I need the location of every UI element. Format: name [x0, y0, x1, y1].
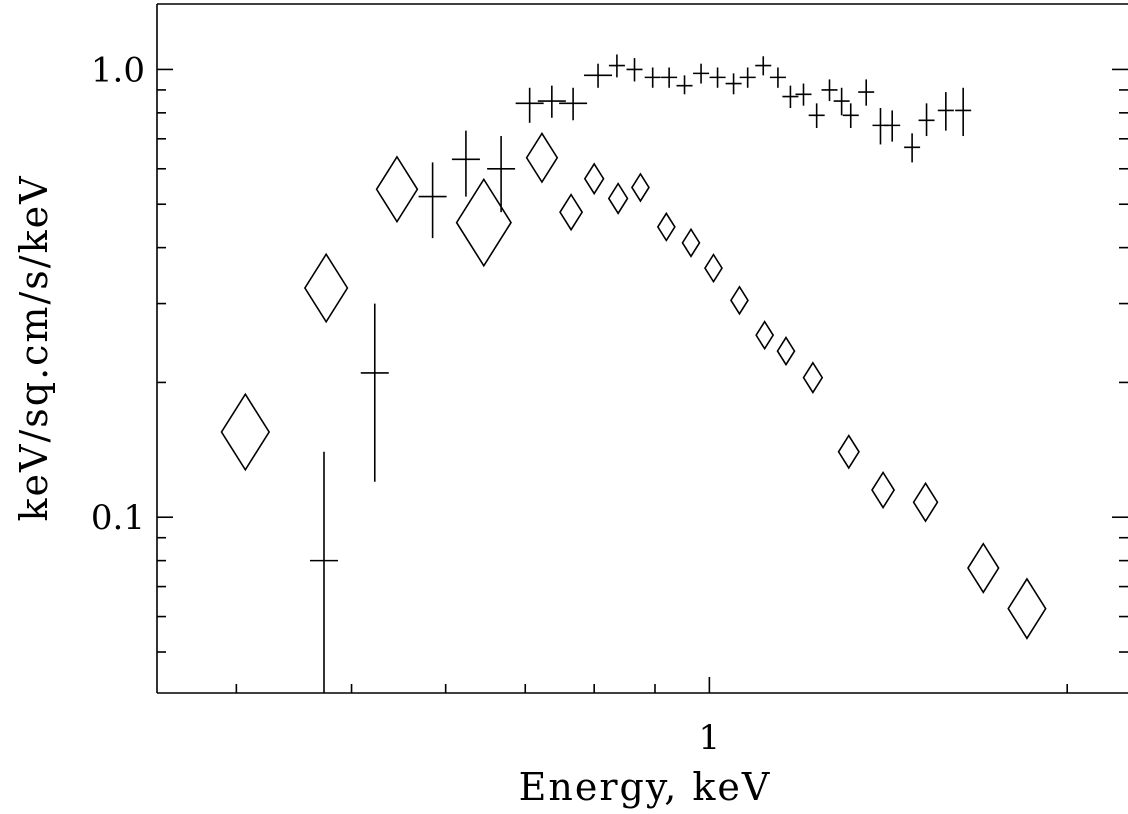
data-point-diamond — [912, 481, 939, 523]
data-point-diamond — [1007, 577, 1047, 640]
data-point-cross — [487, 136, 516, 213]
data-point-diamond — [607, 182, 629, 215]
y-tick-label: 0.1 — [91, 498, 145, 538]
data-point-diamond — [755, 320, 775, 351]
data-point-diamond — [303, 252, 349, 324]
data-point-diamond — [630, 172, 650, 203]
data-point-cross — [769, 67, 786, 88]
data-point-cross — [584, 63, 613, 88]
data-point-cross — [644, 67, 661, 88]
data-point-cross — [360, 303, 389, 482]
data-point-cross — [451, 130, 480, 197]
y-tick-label: 1.0 — [91, 50, 145, 90]
data-point-diamond — [220, 392, 271, 472]
data-point-cross — [795, 83, 812, 106]
axes: 0.1 1.0 1 — [91, 3, 1128, 758]
data-point-cross — [808, 103, 825, 128]
data-point-diamond — [776, 336, 796, 367]
data-point-diamond — [375, 155, 419, 224]
data-point-diamond — [681, 227, 701, 258]
data-point-cross — [782, 85, 799, 109]
x-tick-label: 1 — [699, 718, 721, 758]
data-point-cross — [676, 75, 693, 95]
data-point-cross — [842, 103, 859, 128]
y-axis-label: keV/sq.cm/s/keV — [12, 174, 56, 521]
data-point-cross — [608, 54, 625, 78]
data-point-cross — [418, 162, 447, 239]
data-point-diamond — [704, 253, 723, 284]
data-point-cross — [739, 67, 756, 88]
data-point-cross — [626, 58, 643, 82]
data-point-diamond — [802, 361, 824, 394]
data-point-cross — [918, 103, 935, 137]
data-point-cross — [559, 87, 588, 121]
data-point-diamond — [871, 470, 896, 510]
data-point-cross — [955, 87, 972, 137]
data-point-cross — [872, 108, 889, 145]
data-point-diamond — [559, 193, 584, 232]
data-point-diamond — [525, 131, 559, 184]
data-point-diamond — [455, 177, 512, 268]
data-point-diamond — [837, 434, 860, 470]
data-point-cross — [755, 56, 772, 76]
data-point-cross — [858, 79, 875, 106]
data-point-diamond — [967, 542, 1000, 594]
data-point-cross — [661, 67, 678, 88]
data-point-cross — [884, 110, 901, 142]
data-point-cross — [515, 87, 544, 123]
data-point-cross — [904, 133, 921, 163]
data-point-cross — [693, 63, 710, 84]
data-marks — [220, 54, 1047, 693]
x-axis-label: Energy, keV — [519, 765, 772, 809]
data-point-cross — [821, 79, 838, 102]
data-point-cross — [725, 73, 742, 95]
data-point-cross — [309, 451, 338, 693]
data-point-cross — [833, 87, 850, 116]
data-point-diamond — [656, 211, 676, 242]
data-point-cross — [537, 85, 566, 118]
data-point-cross — [937, 92, 954, 131]
data-point-diamond — [730, 285, 749, 316]
data-point-cross — [709, 67, 726, 88]
data-point-diamond — [583, 162, 605, 196]
